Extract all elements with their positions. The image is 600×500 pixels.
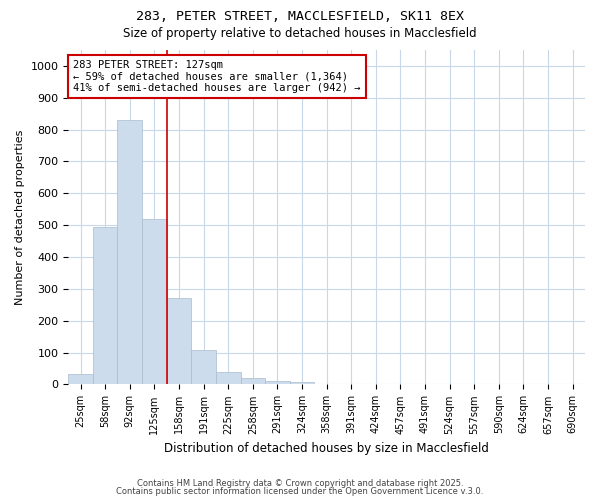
- X-axis label: Distribution of detached houses by size in Macclesfield: Distribution of detached houses by size …: [164, 442, 489, 455]
- Text: 283 PETER STREET: 127sqm
← 59% of detached houses are smaller (1,364)
41% of sem: 283 PETER STREET: 127sqm ← 59% of detach…: [73, 60, 361, 93]
- Bar: [118, 120, 142, 384]
- Bar: [241, 378, 265, 384]
- Y-axis label: Number of detached properties: Number of detached properties: [15, 130, 25, 305]
- Text: Contains HM Land Registry data © Crown copyright and database right 2025.: Contains HM Land Registry data © Crown c…: [137, 478, 463, 488]
- Text: Contains public sector information licensed under the Open Government Licence v.: Contains public sector information licen…: [116, 487, 484, 496]
- Bar: [167, 298, 191, 384]
- Bar: [68, 374, 93, 384]
- Bar: [142, 219, 167, 384]
- Bar: [290, 382, 314, 384]
- Bar: [265, 382, 290, 384]
- Bar: [93, 228, 118, 384]
- Bar: [216, 372, 241, 384]
- Bar: [191, 350, 216, 384]
- Text: Size of property relative to detached houses in Macclesfield: Size of property relative to detached ho…: [123, 28, 477, 40]
- Text: 283, PETER STREET, MACCLESFIELD, SK11 8EX: 283, PETER STREET, MACCLESFIELD, SK11 8E…: [136, 10, 464, 23]
